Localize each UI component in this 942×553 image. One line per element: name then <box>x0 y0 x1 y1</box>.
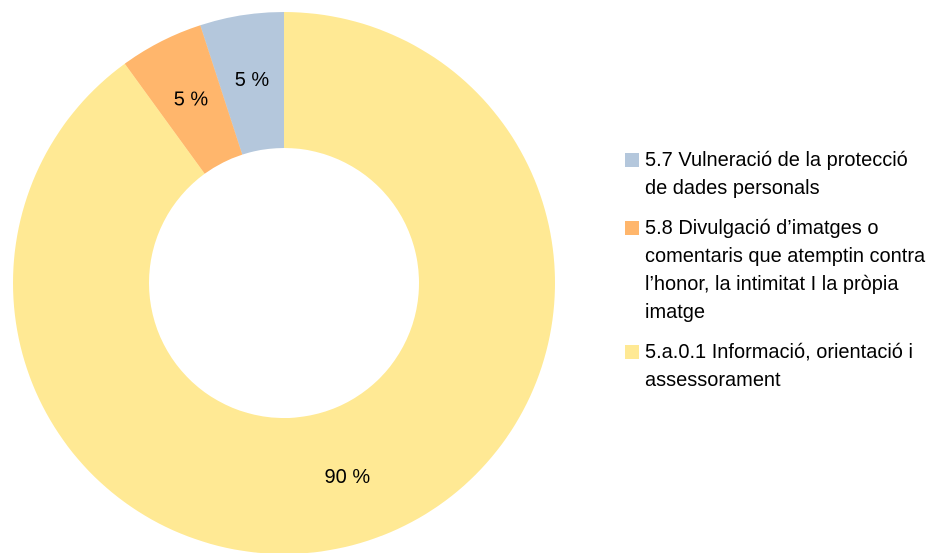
legend: 5.7 Vulneració de la protecció de dades … <box>625 146 930 406</box>
donut-slice <box>124 25 243 174</box>
legend-swatch <box>625 221 639 235</box>
legend-item: 5.7 Vulneració de la protecció de dades … <box>625 146 930 202</box>
data-label: 5 % <box>174 89 209 111</box>
data-label: 5 % <box>235 69 270 91</box>
legend-item: 5.a.0.1 Informació, orientació i assesso… <box>625 338 930 394</box>
donut-slice <box>13 12 555 553</box>
legend-swatch <box>625 345 639 359</box>
legend-swatch <box>625 153 639 167</box>
data-label: 90 % <box>325 466 371 488</box>
legend-label: 5.8 Divulgació d’imatges o comentaris qu… <box>645 217 926 323</box>
legend-label: 5.7 Vulneració de la protecció de dades … <box>645 149 908 199</box>
legend-item: 5.8 Divulgació d’imatges o comentaris qu… <box>625 214 930 326</box>
legend-label: 5.a.0.1 Informació, orientació i assesso… <box>645 341 913 391</box>
donut-slice <box>200 12 284 155</box>
